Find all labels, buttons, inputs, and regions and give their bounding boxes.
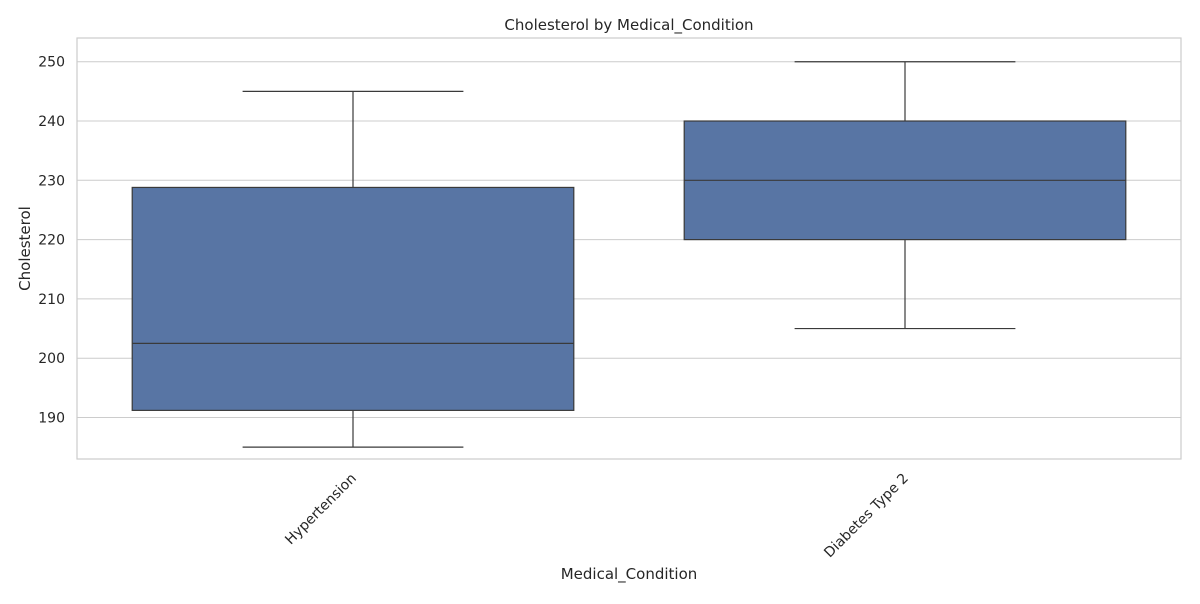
boxes bbox=[131, 61, 1127, 448]
iqr-box bbox=[131, 186, 575, 411]
plot-frame bbox=[76, 37, 1182, 460]
box-group bbox=[131, 90, 575, 448]
y-tick-label: 200 bbox=[38, 351, 65, 367]
y-tick-labels: 190 200 210 220 230 240 250 bbox=[38, 55, 65, 427]
x-axis-label: Medical_Condition bbox=[561, 565, 698, 584]
x-tick-labels: Hypertension Diabetes Type 2 bbox=[282, 471, 912, 562]
x-tick-label: Hypertension bbox=[282, 471, 360, 549]
y-tick-label: 190 bbox=[38, 410, 65, 426]
box-group bbox=[683, 61, 1127, 330]
y-tick-label: 240 bbox=[38, 114, 65, 130]
x-tick-label: Diabetes Type 2 bbox=[821, 471, 912, 562]
y-tick-label: 210 bbox=[38, 292, 65, 308]
y-tick-label: 220 bbox=[38, 233, 65, 249]
y-tick-label: 250 bbox=[38, 55, 65, 71]
chart-title: Cholesterol by Medical_Condition bbox=[504, 16, 753, 35]
y-tick-label: 230 bbox=[38, 173, 65, 189]
y-axis-label: Cholesterol bbox=[16, 206, 34, 291]
